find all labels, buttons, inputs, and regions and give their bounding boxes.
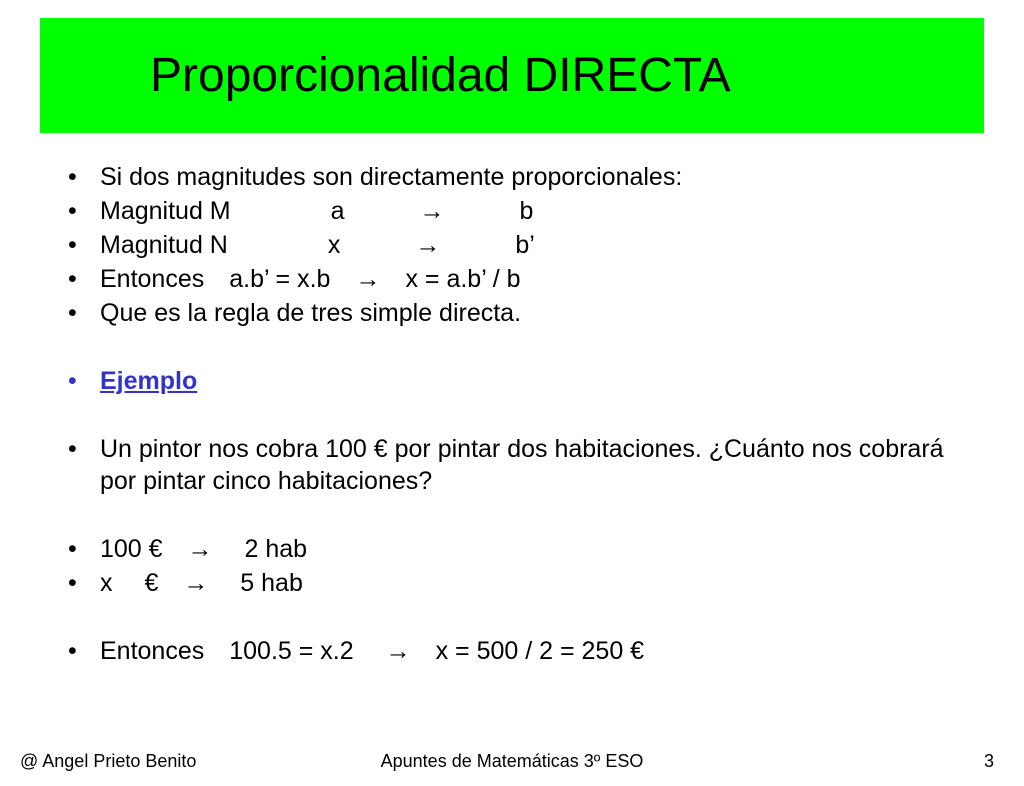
ejemplo-label: Ejemplo [100,367,197,395]
bullet-item: Si dos magnitudes son directamente propo… [60,161,964,193]
slide-title: Proporcionalidad DIRECTA [150,48,984,103]
slide-content: Si dos magnitudes son directamente propo… [0,133,1024,667]
bullet-item: Entonces 100.5 = x.2 → x = 500 / 2 = 250… [60,635,964,667]
bullet-item: 100 € → 2 hab [60,533,964,565]
bullet-ejemplo: Ejemplo [60,365,964,397]
bullet-item: Que es la regla de tres simple directa. [60,297,964,329]
bullet-item: Entonces a.b’ = x.b → x = a.b’ / b [60,263,964,295]
bullet-item: Magnitud N x → b’ [60,229,964,261]
footer-page-number: 3 [984,751,994,772]
title-bar: Proporcionalidad DIRECTA [40,18,984,133]
bullet-item: Un pintor nos cobra 100 € por pintar dos… [60,433,964,497]
footer-title: Apuntes de Matemáticas 3º ESO [0,751,1024,772]
bullet-list: Si dos magnitudes son directamente propo… [60,161,964,667]
bullet-item: x € → 5 hab [60,567,964,599]
bullet-item: Magnitud M a → b [60,195,964,227]
